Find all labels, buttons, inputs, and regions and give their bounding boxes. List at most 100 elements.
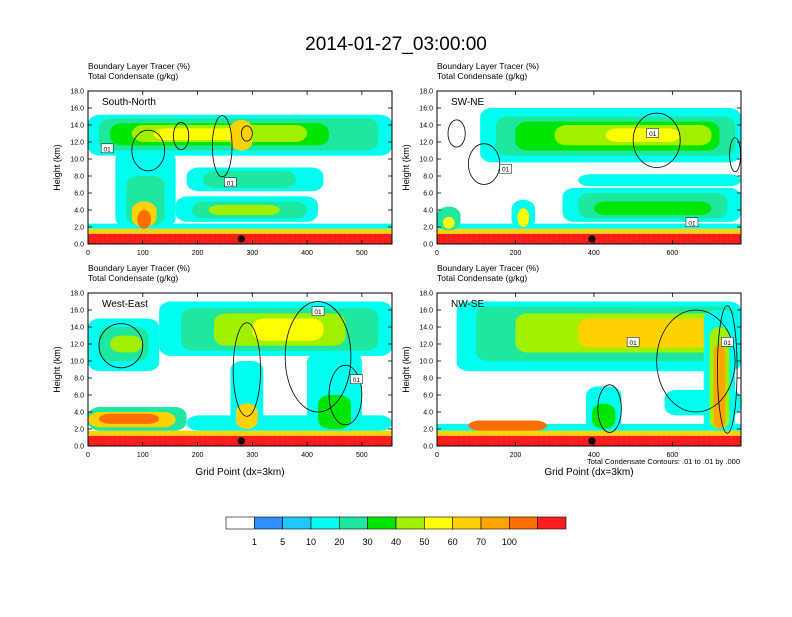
surface-streaks [438,233,740,244]
panel-0: Boundary Layer Tracer (%)Total Condensat… [52,61,393,257]
x-tick-label: 0 [435,250,439,257]
condensate-contour [284,301,352,413]
tracer-region [88,228,392,234]
colorbar-label: 100 [502,537,517,547]
location-marker [588,235,596,243]
condensate-contour [131,129,166,172]
tracer-field: 01 01 [437,293,741,446]
colorbar-label: 20 [334,537,344,547]
colorbar-swatch [452,516,482,530]
x-tick-label: 500 [356,452,368,459]
y-tick-label: 2.0 [74,427,84,434]
colorbar-swatch [225,516,255,530]
y-tick-label: 8.0 [423,174,433,181]
y-tick-label: 16.0 [70,106,84,113]
surface-streaks [438,435,740,446]
location-marker [237,235,245,243]
colorbar-label: 30 [363,537,373,547]
condensate-contour [232,322,261,417]
colorbar-label: 70 [476,537,486,547]
colorbar-swatch [509,516,538,530]
tracer-field: 01 01 01 [437,91,741,244]
tracer-region [713,344,726,429]
contour-label-box [626,337,640,347]
y-tick-label: 18.0 [70,89,84,96]
colorbar-swatch [424,516,453,530]
tracer-region [578,318,720,348]
y-tick-label: 4.0 [423,208,433,215]
x-tick-label: 100 [137,452,149,459]
colorbar-swatch [282,516,312,530]
panels: Boundary Layer Tracer (%)Total Condensat… [52,61,742,478]
colorbar-label: 10 [306,537,316,547]
tracer-region [517,208,530,227]
plot-frame [436,90,742,245]
y-tick-label: 6.0 [423,191,433,198]
y-tick-label: 18.0 [419,89,433,96]
contour-label: 01 [104,146,112,153]
panel-name: West-East [102,299,148,310]
colorbar-label: 5 [280,537,285,547]
contour-label: 01 [630,340,638,347]
tracer-region [605,128,681,142]
colorbar-swatch [537,516,567,530]
tracer-region [109,335,143,353]
y-tick-label: 8.0 [74,174,84,181]
contour-label: 01 [724,340,732,347]
colorbar-swatch [254,516,283,530]
condensate-contour [717,305,738,434]
y-tick-label: 8.0 [74,376,84,383]
main-title: 2014-01-27_03:00:00 [305,34,487,55]
tracer-region [98,413,160,424]
panel-2: Boundary Layer Tracer (%)Total Condensat… [52,263,393,478]
contour-label: 01 [688,220,696,227]
contour-label-box [311,306,325,316]
y-tick-label: 12.0 [419,342,433,349]
panel-subtitle-condensate: Total Condensate (g/kg) [88,71,178,81]
tracer-region [137,210,151,229]
x-tick-label: 200 [192,250,204,257]
y-tick-label: 18.0 [70,291,84,298]
colorbar: 1 5 10 20 30 40 50 60 70 100 [225,516,567,547]
tracer-region [252,318,324,341]
colorbar-swatch [339,516,368,530]
y-tick-label: 0.0 [423,242,433,249]
x-tick-label: 500 [356,250,368,257]
x-tick-label: 400 [588,452,600,459]
contour-label-box [499,163,512,174]
tracer-region [437,430,741,436]
contour-label-box [721,337,734,347]
y-tick-label: 14.0 [419,123,433,130]
x-tick-label: 0 [435,452,439,459]
x-axis-label: Grid Point (dx=3km) [195,467,284,478]
y-tick-label: 12.0 [419,140,433,147]
y-axis-label: Height (km) [52,144,62,191]
condensate-contour [656,309,736,413]
contour-note: Total Condensate Contours: .01 to .01 by… [587,457,740,466]
tracer-region [593,201,712,216]
location-marker [237,437,245,445]
panel-subtitle-condensate: Total Condensate (g/kg) [437,71,527,81]
surface-streaks [89,233,391,244]
tracer-region [203,170,297,188]
contour-label-box [100,143,114,154]
y-tick-label: 12.0 [70,342,84,349]
y-tick-label: 10.0 [419,359,433,366]
y-tick-label: 10.0 [70,359,84,366]
y-tick-label: 6.0 [74,393,84,400]
y-tick-label: 16.0 [419,106,433,113]
y-tick-label: 4.0 [74,410,84,417]
condensate-contour [632,112,681,168]
y-tick-label: 0.0 [74,444,84,451]
condensate-contour [447,119,466,148]
panel-1: Boundary Layer Tracer (%)Total Condensat… [401,61,742,257]
y-axis-label: Height (km) [401,144,411,191]
tracer-region [208,204,280,216]
tracer-region [318,395,351,429]
panel-3: Boundary Layer Tracer (%)Total Condensat… [401,263,742,478]
plot-frame [87,90,393,245]
contour-label-box [224,177,237,188]
contour-label: 01 [314,309,322,316]
x-tick-label: 200 [510,452,522,459]
panel-subtitle-condensate: Total Condensate (g/kg) [88,273,178,283]
